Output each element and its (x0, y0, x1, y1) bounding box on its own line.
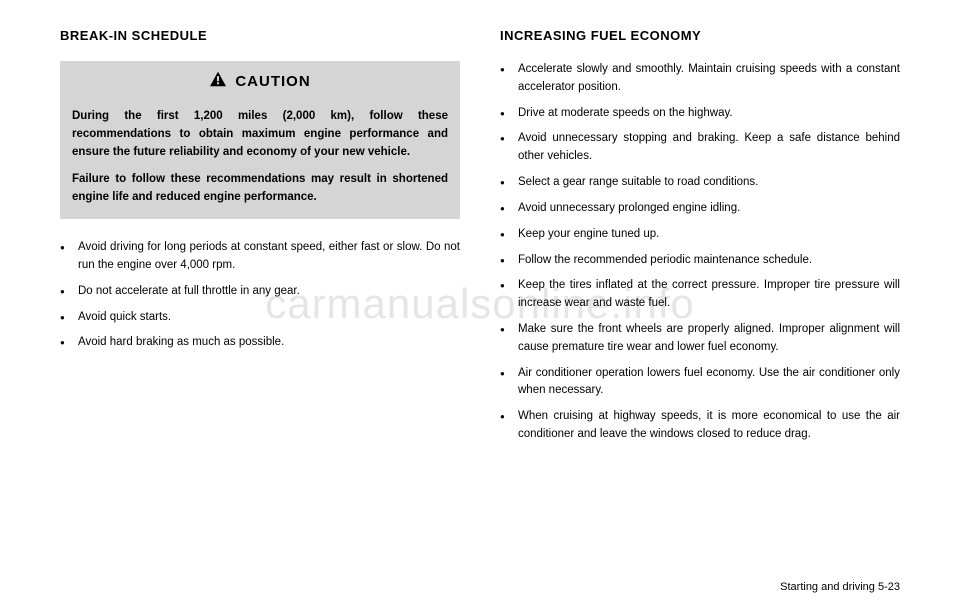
caution-paragraph: During the first 1,200 miles (2,000 km),… (72, 108, 448, 161)
section-title-break-in: BREAK-IN SCHEDULE (60, 28, 460, 43)
caution-box: CAUTION During the first 1,200 miles (2,… (60, 61, 460, 219)
list-item: Follow the recommended periodic maintena… (500, 252, 900, 270)
list-item: Accelerate slowly and smoothly. Maintain… (500, 61, 900, 97)
caution-header: CAUTION (60, 61, 460, 100)
section-title-fuel-economy: INCREASING FUEL ECONOMY (500, 28, 900, 43)
caution-paragraph: Failure to follow these recommendations … (72, 171, 448, 207)
list-item: Drive at moderate speeds on the highway. (500, 105, 900, 123)
list-item: Avoid quick starts. (60, 309, 460, 327)
list-item: Keep your engine tuned up. (500, 226, 900, 244)
list-item: Keep the tires inflated at the correct p… (500, 277, 900, 313)
fuel-economy-bullet-list: Accelerate slowly and smoothly. Maintain… (500, 61, 900, 444)
left-column: BREAK-IN SCHEDULE CAUTION During the fir… (60, 28, 460, 452)
right-column: INCREASING FUEL ECONOMY Accelerate slowl… (500, 28, 900, 452)
list-item: Avoid driving for long periods at consta… (60, 239, 460, 275)
list-item: Do not accelerate at full throttle in an… (60, 283, 460, 301)
caution-label: CAUTION (235, 73, 310, 90)
list-item: Avoid hard braking as much as possible. (60, 334, 460, 352)
break-in-bullet-list: Avoid driving for long periods at consta… (60, 239, 460, 352)
list-item: Make sure the front wheels are properly … (500, 321, 900, 357)
list-item: When cruising at highway speeds, it is m… (500, 408, 900, 444)
list-item: Air conditioner operation lowers fuel ec… (500, 365, 900, 401)
page-footer: Starting and driving 5-23 (780, 581, 900, 593)
caution-body: During the first 1,200 miles (2,000 km),… (60, 100, 460, 219)
warning-triangle-icon (209, 71, 227, 92)
list-item: Avoid unnecessary prolonged engine idlin… (500, 200, 900, 218)
list-item: Select a gear range suitable to road con… (500, 174, 900, 192)
two-column-layout: BREAK-IN SCHEDULE CAUTION During the fir… (60, 28, 900, 452)
list-item: Avoid unnecessary stopping and braking. … (500, 130, 900, 166)
